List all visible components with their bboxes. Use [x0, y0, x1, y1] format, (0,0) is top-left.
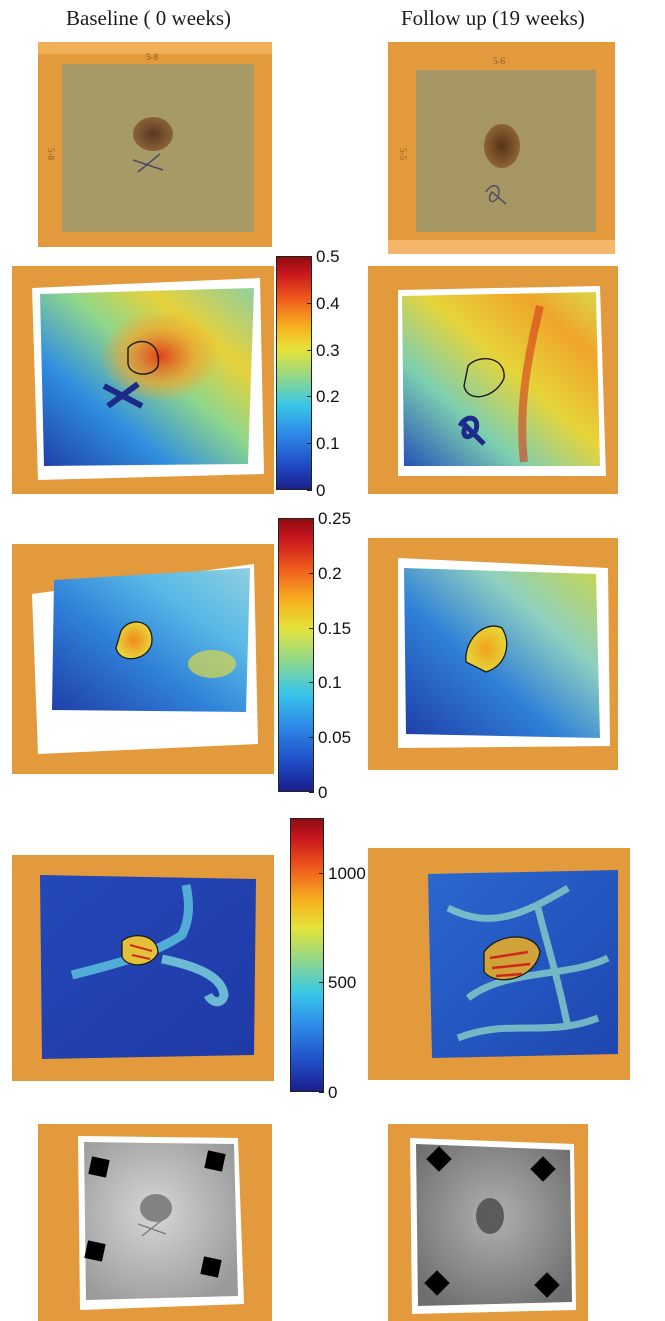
colorbar-tick-label: 0.5 — [316, 247, 340, 266]
colorbar-tick-label: 1000 — [328, 864, 366, 883]
colorbar-tick-mark — [309, 682, 314, 683]
frame-label: 5-6 — [493, 56, 505, 66]
colorbar-tick-mark — [307, 256, 312, 257]
colorbar-tick-label: 0.25 — [318, 509, 352, 528]
colorbar-tick-label: 0.2 — [316, 387, 340, 406]
colorbar-tick-mark — [309, 628, 314, 629]
colorbar-3: 1000 500 0 — [290, 818, 370, 1101]
colorbar-tick-mark — [319, 873, 324, 874]
colorbar-gradient — [290, 818, 324, 1092]
lesion-shape — [484, 124, 520, 168]
baseline-grayscale-panel — [38, 1124, 272, 1321]
colorbar-gradient — [276, 256, 312, 490]
pen-mark — [132, 153, 164, 173]
frame-label: 5-8 — [146, 52, 158, 62]
frame-side-label: 5-5 — [398, 148, 408, 160]
pen-mark — [485, 185, 507, 205]
colorbar-tick-mark — [319, 982, 324, 983]
followup-map-3 — [368, 848, 630, 1080]
baseline-map-3 — [12, 855, 274, 1081]
baseline-photo-panel: 5-8 5-8 — [38, 42, 272, 247]
colorbar-tick-mark — [307, 396, 312, 397]
baseline-photo: 5-8 5-8 — [38, 42, 272, 247]
followup-grayscale-panel — [388, 1124, 588, 1321]
colorbar-tick-label: 0.2 — [318, 564, 342, 583]
colorbar-2: 0.25 0.2 0.15 0.1 0.05 0 — [278, 510, 358, 801]
followup-grayscale — [388, 1124, 588, 1321]
followup-photo-panel: 5-6 5-5 — [388, 42, 615, 254]
baseline-map-2 — [12, 544, 274, 774]
followup-map-2 — [368, 538, 618, 770]
colorbar-tick-mark — [309, 792, 314, 793]
frame-side-label: 5-8 — [46, 148, 56, 160]
colorbar-tick-mark — [309, 737, 314, 738]
colorbar-tick-label: 0.1 — [316, 434, 340, 453]
colorbar-tick-mark — [309, 518, 314, 519]
colorbar-tick-label: 500 — [328, 973, 357, 992]
followup-header: Follow up (19 weeks) — [401, 6, 585, 30]
colorbar-tick-label: 0.05 — [318, 728, 352, 747]
colorbar-gradient — [278, 518, 314, 792]
colorbar-tick-mark — [319, 1092, 324, 1093]
colorbar-tick-mark — [307, 303, 312, 304]
colorbar-tick-mark — [307, 443, 312, 444]
colorbar-tick-label: 0 — [328, 1083, 338, 1102]
baseline-header: Baseline ( 0 weeks) — [66, 6, 232, 30]
colorbar-tick-label: 0.4 — [316, 294, 340, 313]
colorbar-1: 0.5 0.4 0.3 0.2 0.1 0 — [276, 248, 356, 499]
lesion-shape — [133, 117, 173, 151]
colorbar-tick-label: 0 — [316, 481, 326, 500]
colorbar-tick-label: 0.3 — [316, 341, 340, 360]
baseline-map-1 — [12, 266, 274, 494]
colorbar-tick-label: 0.15 — [318, 619, 352, 638]
colorbar-tick-label: 0.1 — [318, 673, 342, 692]
followup-map-1 — [368, 266, 618, 494]
followup-photo: 5-6 5-5 — [388, 42, 615, 254]
colorbar-tick-mark — [307, 490, 312, 491]
baseline-grayscale — [38, 1124, 272, 1321]
colorbar-tick-label: 0 — [318, 783, 328, 802]
colorbar-tick-mark — [309, 573, 314, 574]
colorbar-tick-mark — [307, 350, 312, 351]
